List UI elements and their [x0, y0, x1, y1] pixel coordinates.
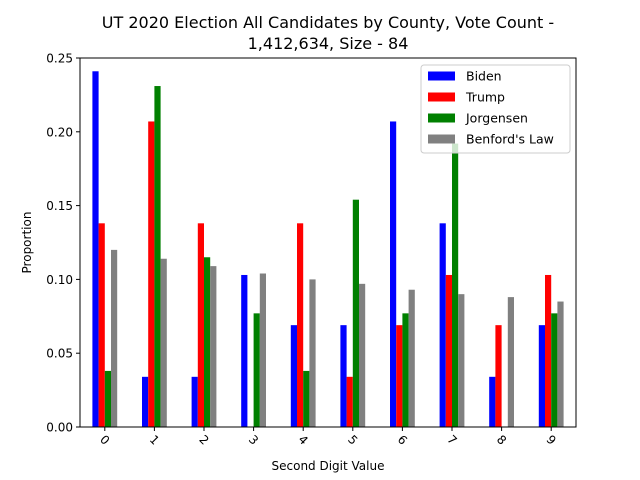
legend-swatch	[428, 114, 455, 123]
bar-benford-s-law-4	[309, 279, 315, 427]
bar-jorgensen-5	[353, 200, 359, 427]
legend-label: Benford's Law	[466, 132, 554, 147]
bar-trump-7	[446, 275, 452, 427]
legend: Biden Trump Jorgensen Benford's Law	[421, 65, 570, 153]
bar-benford-s-law-8	[508, 297, 514, 427]
bar-jorgensen-9	[551, 313, 557, 427]
legend-label: Biden	[466, 69, 502, 84]
y-tick-label: 0.00	[46, 421, 73, 435]
bar-trump-0	[99, 223, 105, 427]
bar-biden-7	[440, 223, 446, 427]
x-tick-label: 5	[345, 432, 360, 447]
bar-biden-9	[539, 325, 545, 427]
bar-jorgensen-0	[105, 371, 111, 427]
x-tick-label: 9	[544, 432, 559, 447]
bar-biden-6	[390, 121, 396, 427]
bar-benford-s-law-0	[111, 250, 117, 427]
legend-swatch	[428, 93, 455, 102]
bar-benford-s-law-6	[409, 290, 415, 427]
y-tick-label: 0.10	[46, 273, 73, 287]
bar-benford-s-law-5	[359, 284, 365, 427]
x-axis-label: Second Digit Value	[272, 459, 385, 473]
bar-benford-s-law-9	[557, 302, 563, 427]
bar-biden-8	[489, 377, 495, 427]
legend-swatch	[428, 72, 455, 81]
bar-biden-2	[192, 377, 198, 427]
legend-swatch	[428, 135, 455, 144]
y-tick-label: 0.20	[46, 125, 73, 139]
bar-biden-1	[142, 377, 148, 427]
bar-biden-3	[241, 275, 247, 427]
x-tick-label: 3	[246, 432, 261, 447]
bar-jorgensen-3	[254, 313, 260, 427]
legend-label: Trump	[465, 90, 505, 105]
bar-benford-s-law-3	[260, 274, 266, 428]
x-tick-label: 8	[494, 432, 509, 447]
chart-title-line-1: UT 2020 Election All Candidates by Count…	[102, 13, 554, 32]
bar-benford-s-law-7	[458, 294, 464, 427]
bar-jorgensen-4	[303, 371, 309, 427]
bar-biden-5	[340, 325, 346, 427]
bar-jorgensen-7	[452, 144, 458, 427]
x-tick-label: 7	[444, 432, 459, 447]
bar-trump-8	[495, 325, 501, 427]
bar-benford-s-law-2	[210, 266, 216, 427]
bar-trump-9	[545, 275, 551, 427]
x-tick-label: 1	[147, 432, 162, 447]
x-tick-label: 0	[97, 432, 112, 447]
y-tick-label: 0.15	[46, 199, 73, 213]
bar-trump-2	[198, 223, 204, 427]
bar-jorgensen-1	[154, 86, 160, 427]
chart-title-line-2: 1,412,634, Size - 84	[248, 34, 409, 53]
y-axis-label: Proportion	[20, 212, 34, 274]
legend-label: Jorgensen	[465, 111, 528, 126]
x-tick-label: 4	[296, 432, 311, 447]
y-tick-label: 0.25	[46, 52, 73, 66]
y-tick-label: 0.05	[46, 347, 73, 361]
bar-biden-4	[291, 325, 297, 427]
bar-trump-1	[148, 121, 154, 427]
bar-trump-6	[396, 325, 402, 427]
bar-jorgensen-2	[204, 257, 210, 427]
bar-trump-4	[297, 223, 303, 427]
bar-benford-s-law-1	[161, 259, 167, 427]
y-axis: 0.00 0.05 0.10 0.15 0.20 0.25	[46, 52, 80, 435]
x-tick-label: 2	[196, 432, 211, 447]
x-tick-label: 6	[395, 432, 410, 447]
bar-jorgensen-6	[402, 313, 408, 427]
bar-trump-5	[347, 377, 353, 427]
bar-biden-0	[92, 71, 98, 427]
x-axis: 0 1 2 3 4 5 6 7 8 9	[97, 427, 559, 448]
